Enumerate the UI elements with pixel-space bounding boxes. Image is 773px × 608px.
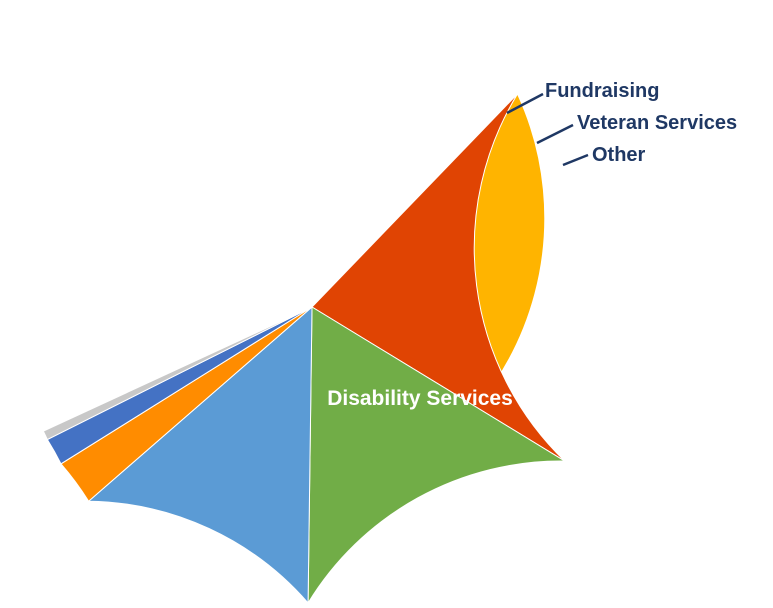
label-social-enterprise-line1: Social: [303, 92, 365, 115]
label-management-general-line2: & General: [110, 179, 209, 202]
leader-line-other: [562, 153, 589, 167]
label-other: Other: [592, 144, 646, 166]
pie-slice-other: [42, 306, 313, 441]
label-management-general-line1: Management: [110, 145, 238, 168]
pie-slices: [42, 93, 567, 605]
label-disadvantaged-services-line2: Services: [78, 359, 164, 382]
pie-slice-management-general: [307, 306, 567, 605]
leader-line-veteran-services: [536, 123, 574, 145]
leader-line-fundraising: [506, 92, 544, 115]
pie-slice-social-enterprise: [87, 305, 313, 605]
label-disability-services: Disability Services: [327, 387, 513, 410]
label-veteran-services: Veteran Services: [577, 112, 737, 134]
pie-slice-disadvantaged-services: [311, 93, 566, 462]
label-social-enterprise-line2: Enterprise: [303, 125, 407, 148]
label-fundraising: Fundraising: [545, 80, 659, 102]
label-disadvantaged-services-line1: Disadvantaged: [78, 324, 227, 347]
